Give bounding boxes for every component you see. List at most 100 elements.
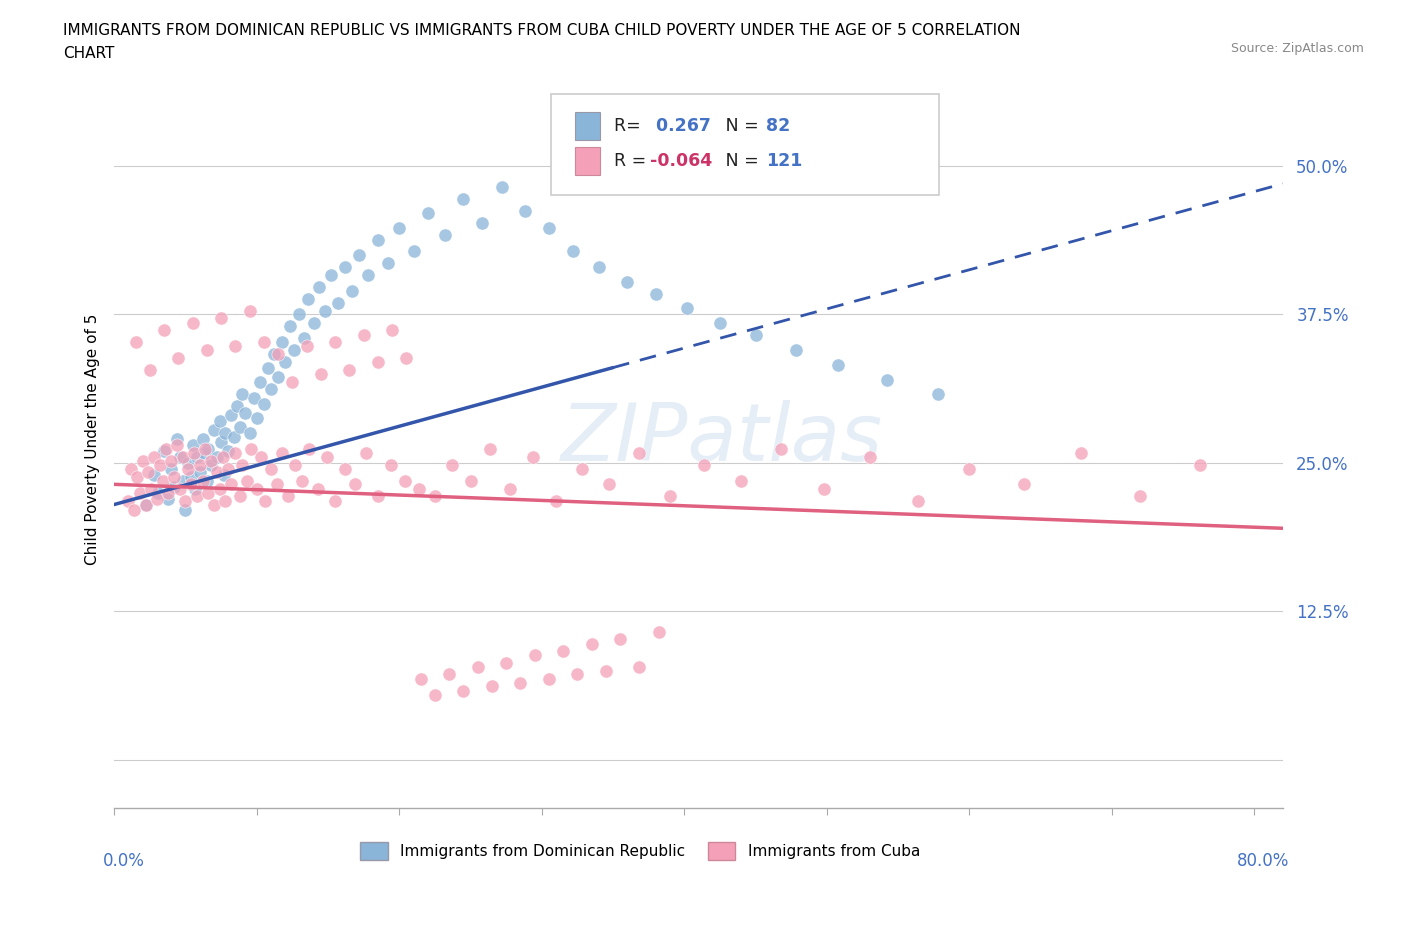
Point xyxy=(460,473,482,488)
Point xyxy=(523,648,546,663)
Point xyxy=(513,204,536,219)
Point xyxy=(813,482,835,497)
Point xyxy=(291,473,314,488)
Text: 0.267: 0.267 xyxy=(650,117,710,135)
Point xyxy=(380,458,402,472)
Text: -0.064: -0.064 xyxy=(650,153,711,170)
Point xyxy=(537,671,560,686)
Point xyxy=(225,398,247,413)
Text: 121: 121 xyxy=(766,153,803,170)
Point xyxy=(859,449,882,464)
Text: 82: 82 xyxy=(766,117,790,135)
Point xyxy=(315,449,337,464)
Point xyxy=(356,446,378,461)
Point xyxy=(1012,477,1035,492)
Point xyxy=(495,655,517,670)
Point xyxy=(181,315,204,330)
Point xyxy=(195,342,218,357)
Point xyxy=(253,396,276,411)
Point xyxy=(323,334,346,349)
Point xyxy=(214,426,236,441)
Point xyxy=(337,363,360,378)
Point xyxy=(388,220,411,235)
Point xyxy=(326,295,349,310)
Point xyxy=(195,473,218,488)
Point xyxy=(827,358,849,373)
Point xyxy=(598,477,620,492)
Point xyxy=(131,453,153,468)
Point xyxy=(437,667,460,682)
Point xyxy=(260,382,283,397)
Point xyxy=(693,458,716,472)
Point xyxy=(246,410,269,425)
Text: R =: R = xyxy=(614,153,652,170)
Point xyxy=(676,301,699,316)
Point xyxy=(785,342,807,357)
Point xyxy=(357,268,380,283)
Text: Source: ZipAtlas.com: Source: ZipAtlas.com xyxy=(1230,42,1364,55)
Point xyxy=(191,432,214,446)
Point xyxy=(188,465,211,480)
Point xyxy=(281,375,304,390)
Point xyxy=(644,286,666,301)
Point xyxy=(163,479,186,494)
Text: 0.0%: 0.0% xyxy=(103,852,145,870)
Point xyxy=(167,351,190,365)
Point xyxy=(163,470,186,485)
Point xyxy=(209,434,232,449)
Point xyxy=(309,366,332,381)
Point xyxy=(647,624,669,639)
Point xyxy=(155,441,177,456)
Point xyxy=(188,458,211,472)
Point xyxy=(186,449,208,464)
Point xyxy=(239,426,262,441)
Point xyxy=(214,494,236,509)
Point xyxy=(160,453,183,468)
Point xyxy=(553,644,575,658)
Point xyxy=(128,485,150,500)
Text: ZIPatlas: ZIPatlas xyxy=(561,400,883,478)
Point xyxy=(744,327,766,342)
Point xyxy=(239,303,262,318)
Point xyxy=(174,494,197,509)
Point xyxy=(349,247,371,262)
Point xyxy=(267,346,290,361)
Point xyxy=(166,438,188,453)
Point xyxy=(957,461,980,476)
Bar xyxy=(575,112,600,140)
Point xyxy=(224,446,246,461)
Point xyxy=(267,370,290,385)
Bar xyxy=(575,148,600,176)
Point xyxy=(1189,458,1212,472)
Point xyxy=(212,468,235,483)
Point xyxy=(344,477,367,492)
Point xyxy=(184,482,207,497)
Point xyxy=(1129,489,1152,504)
Point xyxy=(217,461,239,476)
Point xyxy=(122,503,145,518)
Point xyxy=(274,354,297,369)
Point xyxy=(295,339,318,354)
Point xyxy=(627,446,650,461)
Point xyxy=(402,244,425,259)
Point xyxy=(581,636,603,651)
Point xyxy=(148,485,170,500)
Point xyxy=(141,482,163,497)
Point xyxy=(233,405,256,420)
Point xyxy=(333,259,356,274)
Point xyxy=(567,667,589,682)
Point xyxy=(409,671,432,686)
Point xyxy=(166,432,188,446)
Point xyxy=(205,465,228,480)
Point xyxy=(152,473,174,488)
Point xyxy=(627,660,650,675)
Point xyxy=(423,489,446,504)
Point xyxy=(219,477,242,492)
Point xyxy=(319,268,342,283)
Point xyxy=(202,497,225,512)
Point xyxy=(277,489,299,504)
Point xyxy=(453,192,475,206)
Point xyxy=(174,503,197,518)
Point xyxy=(249,375,271,390)
Point xyxy=(609,631,631,646)
